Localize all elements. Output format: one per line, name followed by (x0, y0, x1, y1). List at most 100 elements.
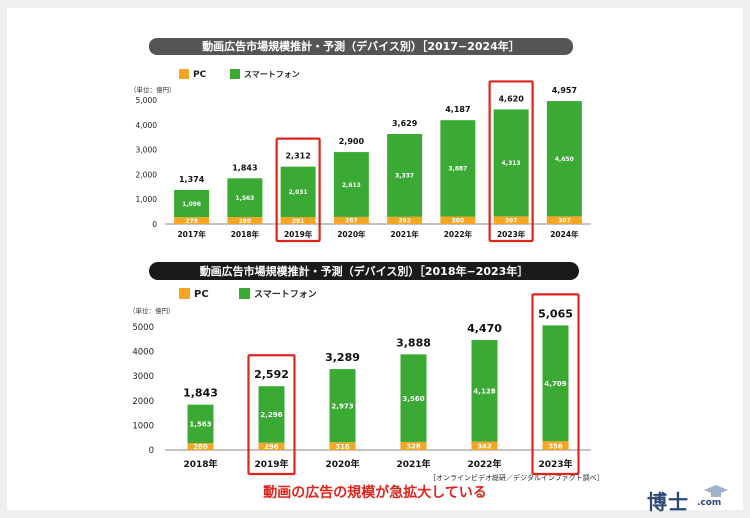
bar-total-label: 5,065 (538, 307, 573, 320)
y-tick-label: 3,000 (136, 146, 158, 155)
bar-pc (174, 217, 210, 224)
bar-total-label: 3,289 (325, 351, 360, 364)
y-tick-label: 1,000 (136, 195, 158, 204)
x-tick-label: 2021年 (396, 458, 430, 470)
chart-title-bar (149, 262, 579, 280)
x-tick-label: 2017年 (177, 229, 206, 239)
bar-label-pc: 316 (335, 443, 350, 451)
legend-swatch-smartphone (239, 288, 250, 299)
bar-smartphone (187, 404, 214, 444)
bar-smartphone (546, 101, 582, 217)
logo-suffix: .com (697, 498, 722, 508)
bar-pc (400, 441, 427, 450)
bar-smartphone (542, 325, 569, 442)
bar-label-smartphone: 4,313 (502, 160, 521, 167)
bar-label-smartphone: 1,563 (189, 421, 211, 429)
bar-pc (280, 217, 316, 224)
x-tick-label: 2020年 (337, 229, 366, 239)
bar-pc (329, 442, 356, 450)
source-note: ［オンラインビデオ総研／デジタルインファクト調べ］ (429, 474, 604, 482)
unit-label: （単位：億円） (129, 306, 175, 315)
bar-pc (542, 441, 569, 450)
bar-label-smartphone: 1,096 (182, 201, 201, 208)
bar-smartphone (471, 340, 498, 442)
x-tick-label: 2024年 (550, 229, 579, 239)
bar-smartphone (227, 178, 263, 218)
bar-smartphone (400, 354, 427, 442)
bar-label-smartphone: 4,709 (544, 380, 566, 388)
legend-swatch-pc (179, 69, 189, 79)
chart-title: 動画広告市場規模推計・予測（デバイス別）［2017−2024年］ (202, 39, 520, 53)
legend-label-pc: PC (193, 70, 207, 80)
bar-pc (493, 216, 529, 224)
y-tick-label: 1000 (132, 421, 154, 431)
chart-title: 動画広告市場規模推計・予測（デバイス別）［2018年−2023年］ (200, 264, 529, 278)
bar-total-label: 2,592 (254, 368, 289, 381)
bar-total-label: 3,629 (392, 119, 418, 128)
y-tick-label: 3000 (132, 372, 154, 382)
bar-pc (440, 216, 476, 224)
bar-label-pc: 280 (239, 218, 252, 225)
graduation-cap-icon (704, 485, 728, 497)
bar-smartphone (258, 386, 285, 443)
slide: 動画広告市場規模推計・予測（デバイス別）［2017−2024年］ PC スマートフォ… (7, 8, 743, 514)
x-tick-label: 2020年 (325, 458, 359, 470)
highlight-box (488, 80, 534, 243)
y-tick-label: 2,000 (136, 170, 158, 179)
bar-label-pc: 278 (185, 218, 198, 225)
x-tick-label: 2019年 (284, 229, 313, 239)
bar-label-pc: 307 (558, 217, 571, 224)
bar-label-smartphone: 4,128 (473, 387, 495, 395)
bar-pc (333, 216, 369, 224)
bar-pc (471, 441, 498, 450)
y-tick-label: 0 (149, 446, 154, 456)
bar-total-label: 4,187 (445, 105, 470, 114)
y-tick-label: 2000 (132, 397, 154, 407)
highlight-box (247, 354, 296, 476)
bar-label-smartphone: 1,563 (235, 195, 254, 202)
bar-label-smartphone: 3,560 (402, 395, 424, 403)
logo: 博士 .com (647, 485, 739, 514)
bar-pc (187, 443, 214, 450)
x-tick-label: 2023年 (538, 458, 572, 470)
bar-pc (387, 216, 423, 224)
bar-total-label: 4,957 (552, 86, 577, 95)
x-tick-label: 2023年 (497, 229, 526, 239)
bar-total-label: 1,374 (179, 175, 205, 184)
x-tick-label: 2019年 (254, 458, 288, 470)
bar-label-pc: 356 (548, 442, 563, 450)
logo-text: 博士 (647, 490, 689, 514)
unit-label: （単位：億円） (130, 85, 176, 94)
bar-total-label: 1,843 (183, 387, 218, 400)
bar-label-pc: 281 (292, 218, 305, 225)
bar-label-pc: 296 (264, 443, 279, 451)
bar-total-label: 3,888 (396, 336, 431, 349)
legend-label-smartphone: スマートフォン (244, 70, 300, 79)
bar-label-smartphone: 3,337 (395, 173, 414, 180)
x-tick-label: 2022年 (467, 458, 501, 470)
x-tick-label: 2018年 (183, 458, 217, 470)
x-tick-label: 2022年 (444, 229, 473, 239)
bar-label-pc: 300 (452, 218, 465, 225)
bar-smartphone (329, 369, 356, 443)
bar-total-label: 1,843 (232, 163, 257, 172)
bar-label-smartphone: 4,650 (555, 156, 574, 163)
bar-total-label: 2,312 (285, 152, 310, 161)
legend-swatch-smartphone (230, 69, 240, 79)
bar-pc (227, 217, 263, 224)
bar-label-pc: 280 (193, 443, 208, 451)
bar-pc (258, 442, 285, 450)
bar-label-smartphone: 2,296 (260, 411, 282, 419)
bar-smartphone (280, 166, 316, 218)
y-tick-label: 5000 (132, 323, 154, 333)
bar-pc (546, 216, 582, 224)
x-tick-label: 2018年 (231, 229, 260, 239)
bar-label-pc: 328 (406, 443, 421, 451)
bar-smartphone (333, 152, 369, 217)
bar-smartphone (493, 109, 529, 217)
legend-swatch-pc (179, 288, 190, 299)
chart-title-bar (149, 38, 573, 55)
bar-label-pc: 342 (477, 442, 492, 450)
bar-label-pc: 292 (398, 218, 411, 225)
legend-label-pc: PC (194, 289, 209, 300)
